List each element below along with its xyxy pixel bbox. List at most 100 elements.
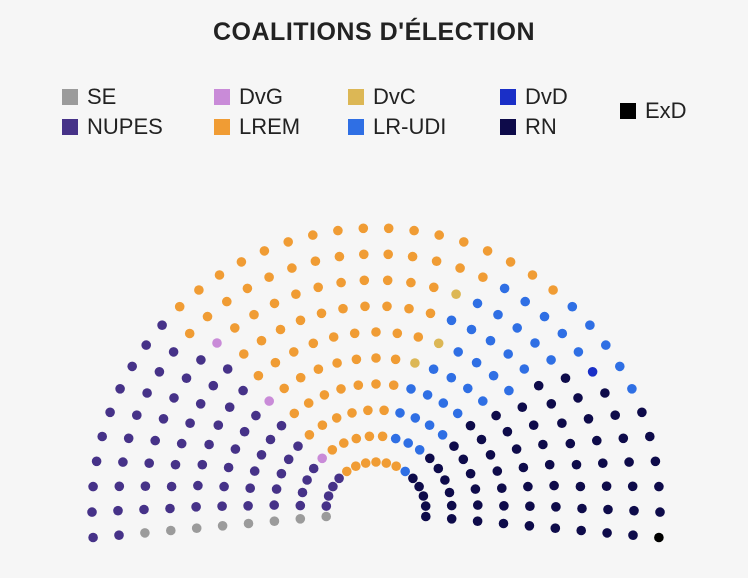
- seat-lrem: [304, 430, 315, 440]
- seat-lr-udi: [471, 357, 482, 368]
- seat-rn: [465, 420, 476, 431]
- seat-lrem: [383, 223, 394, 234]
- seat-nupes: [230, 444, 241, 454]
- seat-rn: [465, 468, 476, 479]
- seat-nupes: [168, 347, 179, 357]
- seat-lrem: [184, 328, 195, 339]
- seat-lrem: [269, 298, 280, 309]
- seat-rn: [592, 435, 602, 446]
- seat-lrem: [287, 263, 297, 273]
- seat-lr-udi: [615, 361, 625, 372]
- seat-lrem: [295, 372, 306, 383]
- seat-nupes: [158, 414, 169, 424]
- seat-se: [321, 511, 332, 522]
- seat-lrem: [332, 358, 342, 368]
- seat-nupes: [276, 468, 287, 479]
- seat-lr-udi: [410, 413, 421, 423]
- seat-dvg: [317, 453, 328, 464]
- seat-nupes: [127, 361, 137, 372]
- seat-lr-udi: [446, 372, 457, 383]
- seat-rn: [518, 462, 529, 473]
- seat-lrem: [360, 458, 371, 468]
- seat-lr-udi: [503, 349, 513, 359]
- seat-lrem: [347, 408, 357, 418]
- seat-nupes: [293, 441, 303, 452]
- seat-nupes: [115, 384, 125, 394]
- seat-nupes: [297, 487, 308, 498]
- seat-lrem: [339, 438, 349, 448]
- seat-lrem: [388, 380, 399, 391]
- seat-lrem: [239, 349, 249, 359]
- seat-rn: [551, 502, 561, 512]
- seat-lr-udi: [627, 384, 637, 394]
- seat-rn: [446, 500, 457, 511]
- seat-nupes: [97, 431, 107, 442]
- seat-rn: [476, 434, 487, 445]
- legend-item-se: SE: [62, 84, 116, 110]
- seat-nupes: [256, 450, 267, 460]
- seat-lrem: [371, 379, 381, 389]
- seat-nupes: [170, 459, 181, 470]
- seat-rn: [549, 480, 559, 491]
- seat-lrem: [275, 324, 286, 335]
- seat-lrem: [379, 405, 389, 416]
- legend-swatch: [500, 119, 516, 135]
- seat-lrem: [336, 384, 346, 394]
- seat-nupes: [321, 501, 332, 511]
- seat-nupes: [208, 380, 219, 391]
- seat-lrem: [283, 237, 294, 247]
- seat-se: [217, 521, 228, 531]
- seat-nupes: [114, 481, 125, 492]
- seat-lrem: [336, 277, 346, 288]
- seat-nupes: [113, 505, 123, 516]
- seat-nupes: [105, 407, 115, 418]
- seat-lrem: [431, 256, 442, 267]
- seat-rn: [600, 388, 610, 398]
- seat-lr-udi: [395, 408, 405, 418]
- seat-rn: [629, 505, 639, 516]
- seat-nupes: [132, 410, 142, 421]
- seat-lrem: [279, 383, 290, 394]
- seat-dvg: [264, 396, 275, 406]
- seat-lrem: [259, 246, 270, 256]
- seat-lrem: [359, 249, 369, 260]
- seat-lr-udi: [519, 364, 530, 374]
- seat-nupes: [217, 501, 227, 512]
- seat-rn: [497, 483, 507, 494]
- seat-rn: [511, 444, 522, 454]
- seat-rn: [433, 463, 444, 474]
- seat-lr-udi: [530, 338, 540, 348]
- seat-rn: [492, 466, 503, 476]
- seat-lrem: [289, 408, 300, 419]
- seat-nupes: [114, 530, 124, 540]
- legend-item-dvg: DvG: [214, 84, 283, 110]
- seat-nupes: [176, 438, 187, 449]
- legend-label: DvC: [373, 84, 416, 109]
- seat-rn: [603, 504, 613, 515]
- seat-lrem: [264, 272, 274, 283]
- seat-dvc: [410, 358, 420, 368]
- seat-rn: [523, 481, 533, 492]
- seat-rn: [517, 402, 528, 413]
- seat-lrem: [429, 282, 439, 293]
- seat-rn: [565, 438, 576, 449]
- chart-title: COALITIONS D'ÉLECTION: [213, 18, 535, 46]
- seat-lr-udi: [466, 324, 477, 335]
- seat-rn: [449, 441, 459, 452]
- legend-swatch: [348, 119, 364, 135]
- seat-nupes: [249, 466, 260, 476]
- seat-nupes: [334, 473, 344, 484]
- seat-rn: [655, 507, 665, 517]
- seat-se: [166, 525, 176, 536]
- seat-lrem: [434, 230, 445, 240]
- seat-lr-udi: [390, 433, 401, 444]
- seat-nupes: [139, 504, 149, 515]
- seat-rn: [602, 528, 612, 538]
- seat-rn: [560, 373, 571, 384]
- seat-lrem: [194, 285, 204, 295]
- seat-nupes: [243, 501, 253, 511]
- seat-lrem: [413, 332, 424, 342]
- seat-rn: [601, 481, 612, 492]
- seat-nupes: [193, 480, 203, 491]
- seat-lrem: [382, 301, 392, 312]
